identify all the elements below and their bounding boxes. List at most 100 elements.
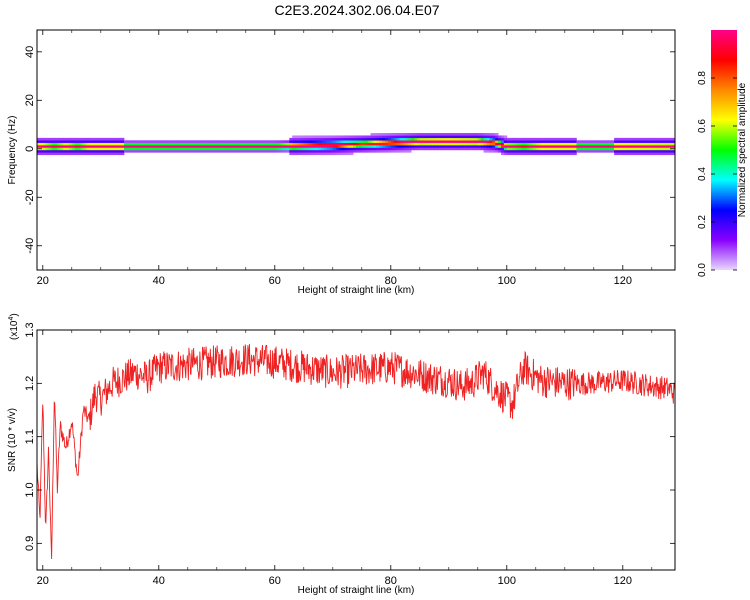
heatmap-cell (83, 140, 87, 143)
heatmap-cell (370, 133, 374, 136)
heatmap-cell (585, 145, 589, 148)
heatmap-cell (564, 152, 569, 156)
heatmap-cell (245, 140, 250, 143)
heatmap-cell (237, 140, 241, 143)
heatmap-cell (358, 137, 363, 141)
heatmap-cell (466, 135, 470, 139)
heatmap-cell (324, 152, 328, 156)
heatmap-cell (121, 145, 125, 148)
heatmap-cell (596, 145, 600, 148)
heatmap-cell (463, 142, 467, 146)
heatmap-cell (199, 150, 203, 153)
heatmap-cell (60, 145, 64, 148)
heatmap-cell (225, 150, 229, 153)
heatmap-cell (158, 142, 163, 146)
heatmap-cell (121, 140, 125, 143)
heatmap-cell (271, 140, 276, 143)
heatmap-cell (634, 142, 638, 146)
heatmap-cell (585, 150, 589, 153)
heatmap-cell (121, 152, 125, 156)
heatmap-cell (503, 137, 508, 141)
heatmap-cell (370, 140, 374, 143)
heatmap-cell (631, 145, 635, 148)
heatmap-cell (54, 142, 58, 146)
heatmap-cell (634, 140, 638, 143)
heatmap-cell (324, 150, 328, 153)
heatmap-cell (103, 142, 107, 146)
heatmap-cell (451, 142, 455, 146)
snr-y-tick-label: 0.9 (24, 536, 36, 551)
heatmap-cell (431, 133, 435, 136)
heatmap-cell (559, 150, 563, 153)
heatmap-cell (411, 140, 415, 143)
heatmap-cell (109, 150, 113, 153)
heatmap-cell (216, 147, 221, 151)
heatmap-cell (530, 152, 534, 156)
heatmap-cell (95, 137, 99, 141)
heatmap-cell (327, 152, 331, 156)
heatmap-cell (666, 140, 670, 143)
heatmap-cell (153, 142, 157, 146)
heatmap-cell (109, 147, 113, 151)
heatmap-cell (63, 150, 67, 153)
heatmap-cell (42, 137, 47, 141)
heatmap-cell (132, 147, 136, 151)
heatmap-cell (196, 142, 200, 146)
heatmap-cell (300, 152, 305, 156)
heatmap-cell (312, 135, 316, 139)
heatmap-cell (315, 145, 319, 148)
heatmap-cell (190, 145, 194, 148)
heatmap-cell (251, 142, 255, 146)
heatmap-cell (135, 145, 139, 148)
heatmap-cell (474, 137, 479, 141)
heatmap-cell (643, 150, 647, 153)
spectrogram-frame (36, 29, 676, 271)
heatmap-cell (179, 147, 183, 151)
heatmap-cell (350, 142, 354, 146)
heatmap-cell (97, 142, 102, 146)
heatmap-cell (306, 150, 310, 153)
heatmap-cell (155, 150, 160, 153)
heatmap-cell (147, 150, 151, 153)
heatmap-cell (118, 140, 122, 143)
heatmap-cell (390, 150, 395, 153)
heatmap-cell (390, 142, 395, 146)
heatmap-cell (338, 147, 342, 151)
heatmap-cell (48, 140, 52, 143)
heatmap-cell (605, 142, 609, 146)
heatmap-cell (498, 137, 502, 141)
heatmap-cell (469, 145, 473, 148)
heatmap-cell (399, 135, 403, 139)
heatmap-cell (242, 142, 247, 146)
heatmap-cell (141, 140, 145, 143)
heatmap-cell (405, 147, 409, 151)
heatmap-cell (530, 145, 534, 148)
heatmap-cell (260, 140, 264, 143)
heatmap-cell (480, 137, 484, 141)
heatmap-cell (335, 152, 339, 156)
heatmap-cell (611, 142, 615, 146)
heatmap-cell (66, 145, 70, 148)
heatmap-cell (367, 147, 371, 151)
heatmap-cell (469, 140, 473, 143)
heatmap-cell (298, 137, 302, 141)
heatmap-cell (89, 137, 93, 141)
heatmap-cell (303, 135, 308, 139)
heatmap-cell (231, 147, 235, 151)
spectrogram-heatmap (37, 133, 676, 156)
heatmap-cell (622, 147, 627, 151)
heatmap-cell (579, 147, 583, 151)
heatmap-cell (535, 137, 540, 141)
heatmap-cell (54, 152, 58, 156)
heatmap-cell (364, 140, 368, 143)
heatmap-cell (396, 137, 400, 141)
heatmap-cell (274, 145, 279, 148)
heatmap-cell (657, 142, 661, 146)
heatmap-cell (39, 152, 44, 156)
heatmap-cell (495, 137, 499, 141)
colorbar-ticks: 0.0 0.2 0.4 0.6 0.8 (697, 71, 737, 277)
heatmap-cell (63, 145, 67, 148)
heatmap-cell (416, 137, 421, 141)
heatmap-cell (643, 137, 647, 141)
heatmap-cell (74, 142, 78, 146)
